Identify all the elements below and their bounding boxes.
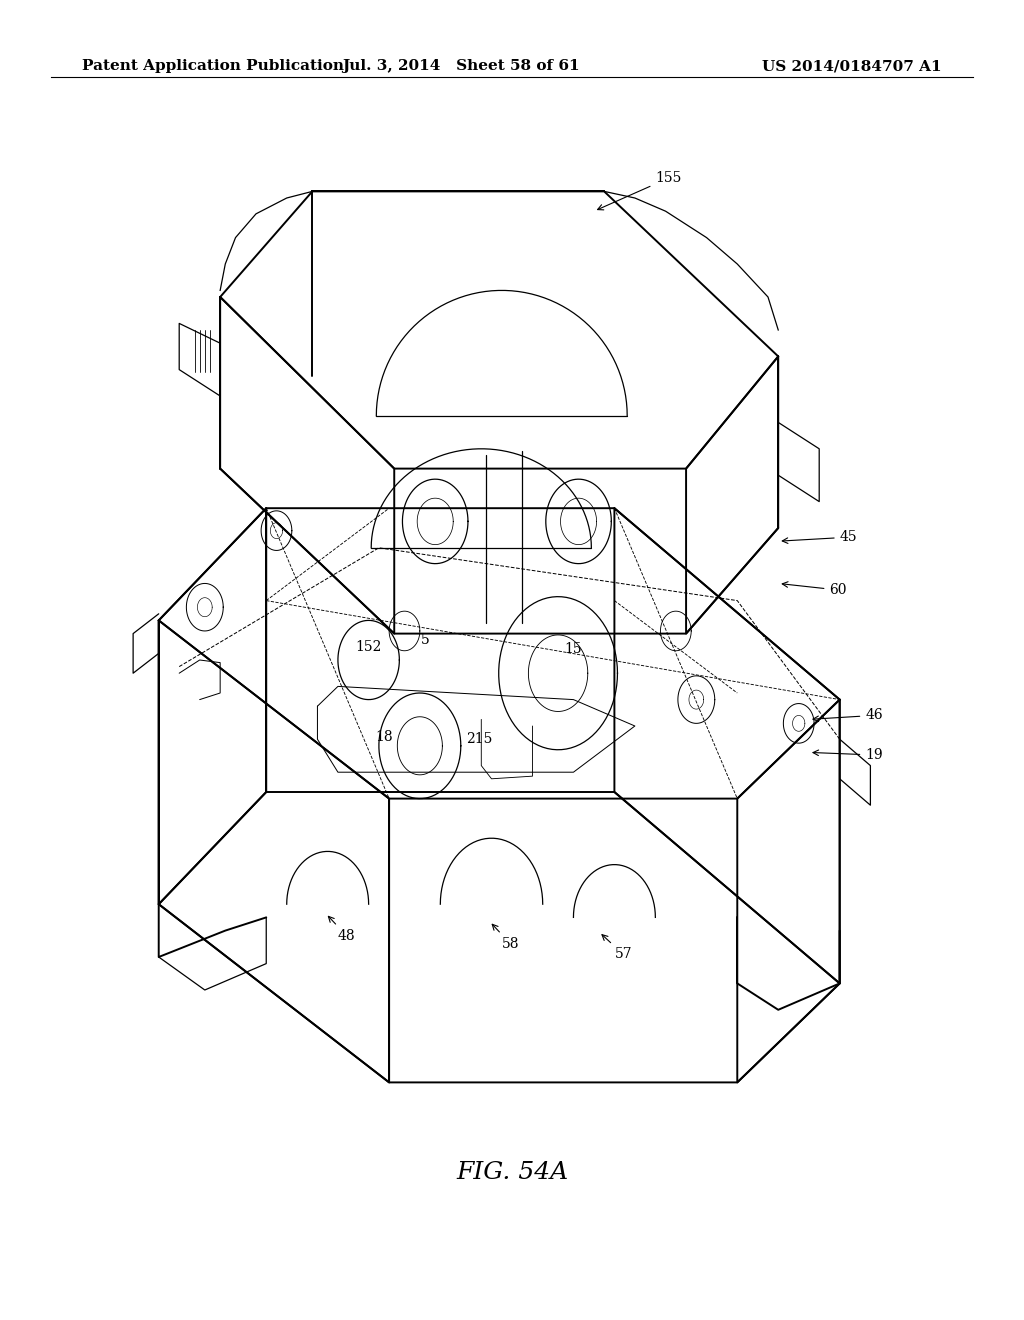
Text: 60: 60 xyxy=(782,582,847,597)
Text: Jul. 3, 2014   Sheet 58 of 61: Jul. 3, 2014 Sheet 58 of 61 xyxy=(342,59,580,74)
Text: 215: 215 xyxy=(466,733,493,746)
Text: FIG. 54A: FIG. 54A xyxy=(456,1160,568,1184)
Text: 15: 15 xyxy=(564,643,583,656)
Text: 48: 48 xyxy=(329,916,355,942)
Text: 5: 5 xyxy=(421,634,429,647)
Text: Patent Application Publication: Patent Application Publication xyxy=(82,59,344,74)
Text: 46: 46 xyxy=(813,709,883,722)
Text: 152: 152 xyxy=(355,640,382,653)
Text: 18: 18 xyxy=(375,730,393,743)
Text: 58: 58 xyxy=(493,924,519,950)
Text: 19: 19 xyxy=(813,748,883,762)
Text: US 2014/0184707 A1: US 2014/0184707 A1 xyxy=(763,59,942,74)
Text: 155: 155 xyxy=(598,172,682,210)
Text: 57: 57 xyxy=(602,935,632,961)
Text: 45: 45 xyxy=(782,531,857,544)
